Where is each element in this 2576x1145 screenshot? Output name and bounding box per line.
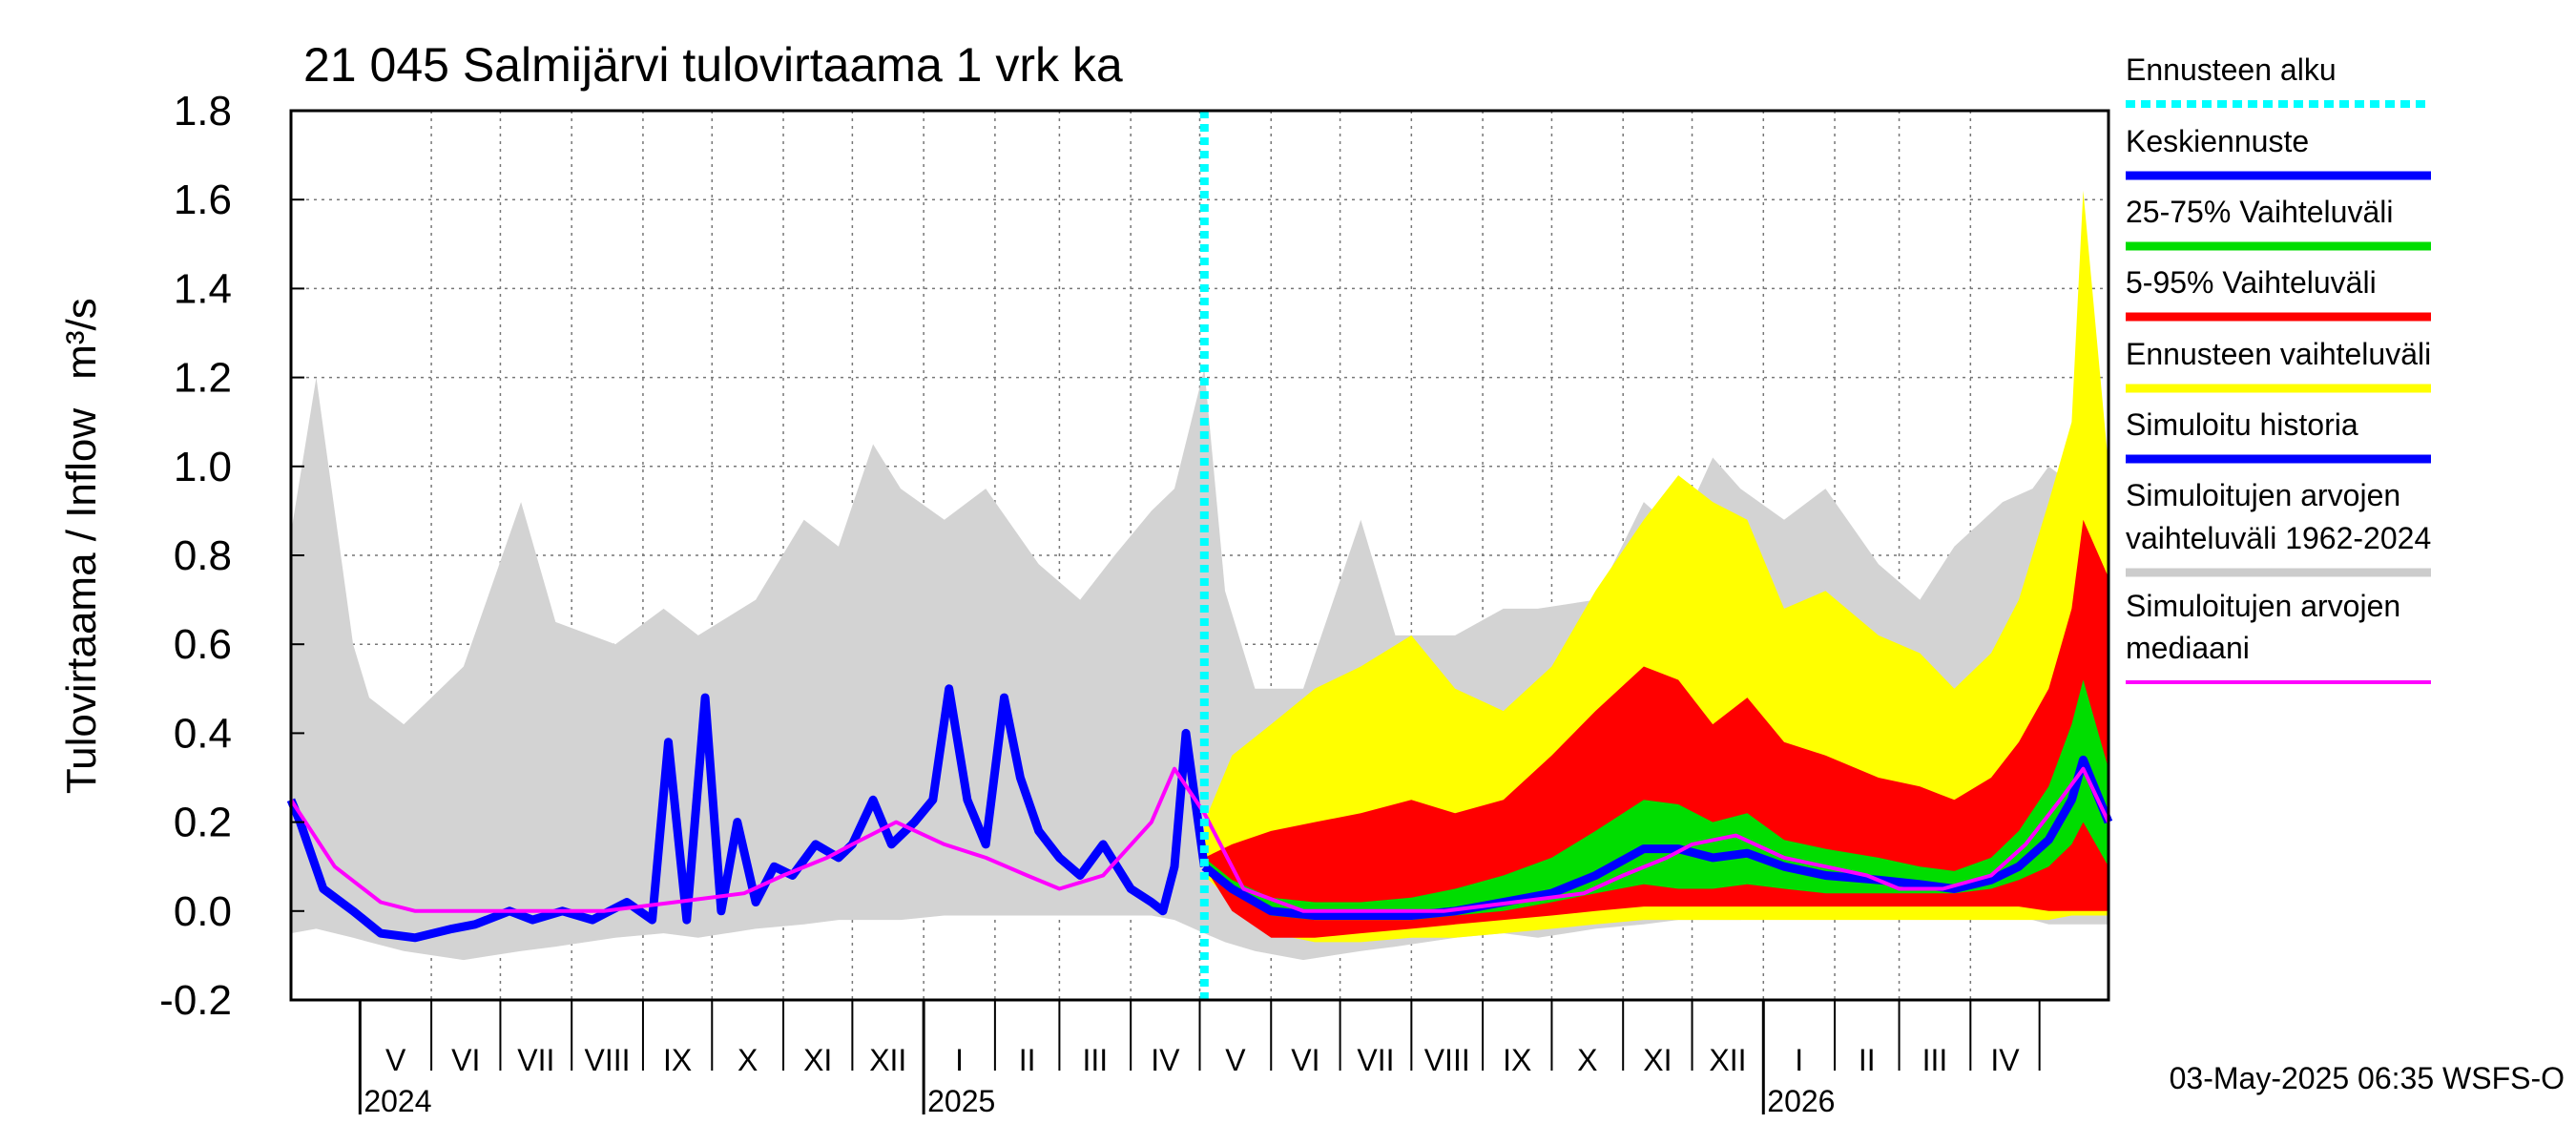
series-lines [286, 684, 2113, 943]
y-tick-label: -0.2 [159, 977, 232, 1024]
y-tick-label: 1.4 [174, 265, 232, 312]
legend-label: Ennusteen alku [2126, 52, 2337, 87]
line-simuloitu-historia [286, 684, 1209, 943]
band-areas [291, 190, 2109, 961]
month-label: XII [869, 1043, 906, 1077]
line-simuloitujen-arvojen-mediaani [289, 766, 2110, 913]
month-label: V [385, 1043, 406, 1077]
legend-label: mediaani [2126, 631, 2250, 665]
legend-label: vaihteluväli 1962-2024 [2126, 521, 2431, 555]
timestamp: 03-May-2025 06:35 WSFS-O [2170, 1061, 2565, 1095]
legend-label: Simuloitu historia [2126, 407, 2358, 442]
legend-label: 25-75% Vaihteluväli [2126, 195, 2393, 229]
legend-label: Simuloitujen arvojen [2126, 478, 2400, 512]
x-axis: V VI VII VIII IX X XI XII I II III IV V VI VII VIII IX X X… [358, 1000, 2041, 1118]
legend-label: Ennusteen vaihteluväli [2126, 337, 2431, 371]
y-tick-label: 1.6 [174, 177, 232, 223]
year-label: 2026 [1767, 1084, 1835, 1118]
year-label: 2025 [927, 1084, 995, 1118]
month-label: V [1225, 1043, 1246, 1077]
legend-label: Simuloitujen arvojen [2126, 589, 2400, 623]
month-label: XI [803, 1043, 832, 1077]
y-tick-label: 1.8 [174, 88, 232, 135]
month-label: I [955, 1043, 964, 1077]
y-tick-label: 0.6 [174, 621, 232, 668]
year-label: 2024 [364, 1084, 431, 1118]
line-keskiennuste [1201, 755, 2113, 920]
month-label: IV [1151, 1043, 1180, 1077]
y-axis-label: Tulovirtaama / Inflow [58, 408, 105, 795]
month-label: II [1019, 1043, 1036, 1077]
month-label: VIII [585, 1043, 631, 1077]
legend: Ennusteen alku Keskiennuste 25-75% Vaihtel… [2126, 52, 2431, 684]
y-tick-label: 0.8 [174, 532, 232, 579]
y-axis-unit: m³/s [58, 298, 105, 380]
month-label: X [1577, 1043, 1597, 1077]
month-label: VI [1291, 1043, 1319, 1077]
month-label: IX [663, 1043, 692, 1077]
month-label: VII [1357, 1043, 1394, 1077]
y-tick-label: 0.4 [174, 710, 232, 757]
legend-label: 5-95% Vaihteluväli [2126, 265, 2377, 300]
y-tick-label: 1.2 [174, 355, 232, 402]
month-label: III [1922, 1043, 1948, 1077]
band-5-95-vaihteluv-li [1204, 519, 2109, 938]
month-label: VIII [1424, 1043, 1470, 1077]
month-label: I [1795, 1043, 1803, 1077]
y-axis-ticks: -0.2 0.0 0.2 0.4 0.6 0.8 1.0 1.2 1.4 1.6 1.8 [159, 88, 304, 1024]
band-25-75-vaihteluv-li [1204, 679, 2109, 921]
month-label: VII [517, 1043, 554, 1077]
y-tick-label: 0.0 [174, 888, 232, 935]
month-label: VI [451, 1043, 480, 1077]
month-label: XI [1643, 1043, 1672, 1077]
band-ennusteen-vaihteluv-li [1204, 190, 2109, 943]
month-label: II [1859, 1043, 1876, 1077]
y-tick-label: 1.0 [174, 444, 232, 490]
legend-label: Keskiennuste [2126, 124, 2309, 158]
month-label: X [737, 1043, 758, 1077]
month-label: IX [1503, 1043, 1531, 1077]
month-label: IV [1990, 1043, 2020, 1077]
month-label: III [1082, 1043, 1108, 1077]
y-tick-label: 0.2 [174, 800, 232, 846]
month-label: XII [1709, 1043, 1746, 1077]
chart-title: 21 045 Salmijärvi tulovirtaama 1 vrk ka [303, 38, 1123, 92]
